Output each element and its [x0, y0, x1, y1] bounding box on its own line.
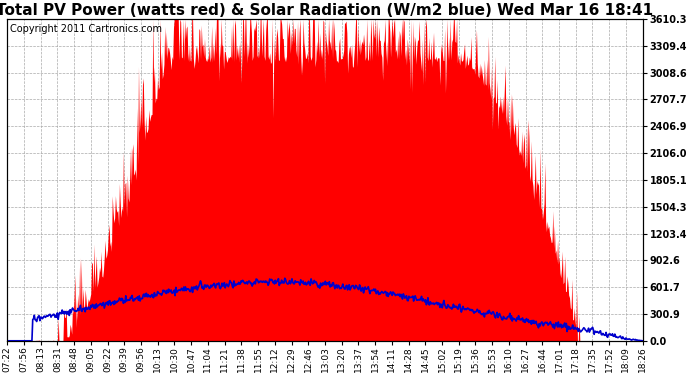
Title: Total PV Power (watts red) & Solar Radiation (W/m2 blue) Wed Mar 16 18:41: Total PV Power (watts red) & Solar Radia…	[0, 3, 653, 18]
Text: Copyright 2011 Cartronics.com: Copyright 2011 Cartronics.com	[10, 24, 162, 34]
